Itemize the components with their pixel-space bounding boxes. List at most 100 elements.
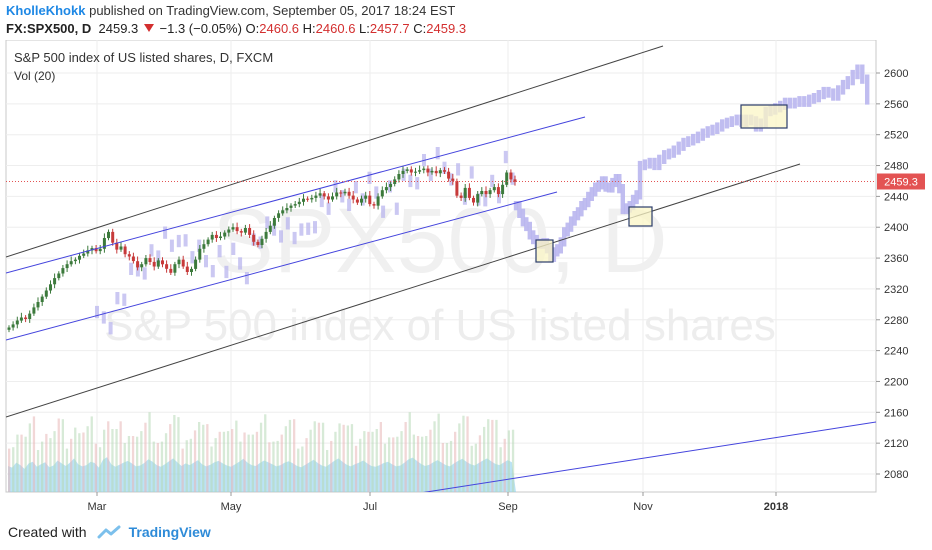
ghost-bar-54 <box>724 117 730 129</box>
highlight-box-sep[interactable] <box>535 239 554 263</box>
y-tick-label-0: 2080 <box>884 469 908 481</box>
outer-channel-upper[interactable] <box>6 45 664 258</box>
candle-body-61 <box>260 238 264 245</box>
volume-bar-18 <box>82 432 85 492</box>
ghost-bar-38 <box>647 157 652 169</box>
ghost-bar-48 <box>695 131 701 144</box>
ghost-hist-122 <box>510 172 515 185</box>
candle-body-74 <box>314 195 318 198</box>
candle-body-64 <box>272 218 276 226</box>
time-axis[interactable]: Mar May Jul Sep Nov 2018 <box>88 492 789 513</box>
ghost-hist-74 <box>347 198 352 211</box>
ghost-hist-64 <box>313 221 317 234</box>
candle-body-27 <box>119 246 123 250</box>
ghost-hist-76 <box>353 181 358 194</box>
ghost-bar-37 <box>642 159 647 171</box>
ghost-bar-34 <box>630 194 636 211</box>
support-trendline[interactable] <box>420 421 876 493</box>
ghost-bar-77 <box>836 85 841 101</box>
volume-bar-48 <box>206 424 209 492</box>
ghost-bar-68 <box>792 97 797 109</box>
volume-bar-41 <box>177 417 180 492</box>
ghost-bar-30 <box>617 174 622 194</box>
price-chart[interactable]: SPX500, D S&P 500 index of US listed sha… <box>0 40 932 520</box>
ghost-bar-16 <box>568 216 574 232</box>
candle-body-98 <box>414 171 417 173</box>
candle-body-56 <box>239 231 243 233</box>
volume-bar-53 <box>226 431 230 492</box>
ghost-hist-34 <box>210 265 215 278</box>
ghost-bar-71 <box>807 94 812 107</box>
y-tick-label-3: 2200 <box>884 376 908 388</box>
volume-bar-8 <box>41 441 44 492</box>
candle-body-78 <box>331 196 334 200</box>
ghost-bar-42 <box>666 148 672 160</box>
candle-body-40 <box>173 264 177 273</box>
author-link[interactable]: KholleKhokk <box>6 3 86 18</box>
candle-body-96 <box>405 169 409 171</box>
volume-bar-72 <box>305 438 308 492</box>
plot-area[interactable] <box>5 40 877 493</box>
candle-body-114 <box>480 191 484 195</box>
candlesticks <box>7 165 517 333</box>
candle-body-23 <box>102 238 106 249</box>
candle-body-3 <box>19 317 23 321</box>
highlight-box-dec[interactable] <box>740 104 788 129</box>
volume-bar-121 <box>507 430 510 492</box>
ghost-hist-118 <box>497 191 501 204</box>
volume-bar-104 <box>437 413 440 492</box>
volume-bar-57 <box>243 432 246 492</box>
candle-body-75 <box>318 193 322 196</box>
ghost-bar-3 <box>524 217 529 232</box>
candle-body-42 <box>181 259 185 267</box>
inner-channel-upper[interactable] <box>6 116 586 274</box>
candle-body-113 <box>476 194 480 203</box>
close-label: C: <box>413 21 427 36</box>
tradingview-brand-link[interactable]: TradingView <box>128 524 211 540</box>
volume-bar-60 <box>255 431 259 492</box>
candle-body-106 <box>447 171 451 179</box>
volume-bar-64 <box>272 441 275 492</box>
ghost-hist-56 <box>285 217 290 230</box>
candle-body-46 <box>198 248 202 260</box>
candle-body-14 <box>65 264 69 269</box>
open-value: 2460.6 <box>259 21 300 36</box>
ghost-hist-88 <box>394 202 399 215</box>
ghost-bar-4 <box>527 221 532 240</box>
candle-body-20 <box>90 248 94 251</box>
candle-body-55 <box>235 227 239 232</box>
candle-body-26 <box>115 242 119 250</box>
ghost-bar-2 <box>520 208 526 227</box>
price-axis[interactable]: 2080 2120 2160 2200 2240 2280 2320 2360 2400 2440… <box>876 68 908 481</box>
volume-bar-105 <box>441 443 444 492</box>
ghost-bar-39 <box>652 157 657 171</box>
volume-bar-65 <box>276 440 279 492</box>
volume-bar-51 <box>218 431 221 492</box>
ghost-hist-100 <box>435 147 440 160</box>
volume-bar-119 <box>499 447 502 492</box>
ghost-bar-47 <box>691 133 696 146</box>
highlight-box-nov[interactable] <box>628 206 653 227</box>
ghost-bar-55 <box>729 116 734 127</box>
candle-body-120 <box>505 172 509 185</box>
volume-bar-112 <box>470 445 473 492</box>
inner-channel-lower[interactable] <box>6 191 558 341</box>
volume-bar-6 <box>32 416 36 492</box>
x-tick-label-1: May <box>221 501 242 513</box>
volume-bar-87 <box>367 431 370 492</box>
ghost-hist-50 <box>265 216 270 229</box>
candle-body-112 <box>472 197 475 203</box>
tradingview-cloud-icon <box>97 525 121 539</box>
candle-body-38 <box>165 264 169 269</box>
candle-body-48 <box>206 239 210 245</box>
volume-bar-1 <box>12 447 15 492</box>
ghost-bar-72 <box>811 93 817 104</box>
outer-channel-lower[interactable] <box>6 163 801 418</box>
ghost-hist-52 <box>272 223 277 236</box>
ghost-bar-74 <box>821 86 826 100</box>
ghost-bar-27 <box>606 182 612 193</box>
volume-bar-5 <box>28 423 31 492</box>
candle-body-59 <box>252 234 256 242</box>
volume-bar-79 <box>334 431 337 492</box>
ghost-bar-18 <box>575 207 581 221</box>
